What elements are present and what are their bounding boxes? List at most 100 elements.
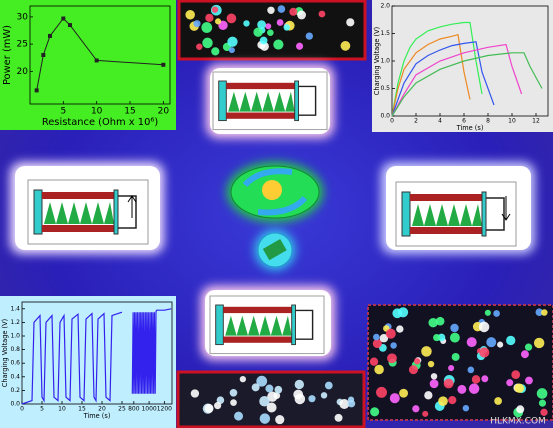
led (201, 22, 213, 33)
y-tick-label: 0.0 (380, 113, 390, 120)
led (520, 350, 529, 359)
x-tick-label: 2 (414, 117, 418, 124)
led-panel-right (367, 304, 553, 421)
chart-background (0, 0, 176, 130)
led (429, 379, 439, 389)
led (265, 384, 274, 393)
led (535, 308, 544, 316)
y-tick-label: 2.0 (380, 3, 390, 10)
led (347, 399, 356, 408)
y-tick-label: 30 (17, 12, 29, 22)
led (297, 10, 306, 20)
led (525, 376, 533, 385)
x-tick-label: 15 (124, 107, 135, 117)
x-tick-label: 15 (78, 405, 86, 412)
x-tick-label: 1000 (141, 405, 156, 412)
led (214, 18, 222, 25)
led (226, 13, 237, 24)
led-panel-bottom (176, 370, 366, 428)
data-line (391, 43, 523, 117)
x-tick-label: 5 (60, 107, 66, 117)
led (259, 36, 268, 45)
led (374, 364, 384, 375)
data-line (131, 308, 172, 394)
led (541, 309, 548, 316)
led (289, 7, 298, 16)
led (372, 339, 382, 349)
led (540, 408, 548, 416)
y-axis-label: Power (mW) (2, 25, 13, 85)
led (256, 375, 268, 387)
led (293, 389, 304, 400)
led (408, 365, 418, 375)
data-point (94, 58, 99, 63)
led (448, 396, 457, 405)
x-tick-label: 12 (532, 117, 540, 124)
led (216, 396, 225, 404)
led (276, 19, 284, 26)
led (275, 414, 285, 425)
led (257, 20, 266, 29)
led (511, 370, 521, 380)
x-tick-label: 20 (158, 107, 170, 117)
led (259, 395, 270, 407)
y-tick-label: 1.2 (10, 319, 20, 326)
led (243, 20, 250, 27)
led (443, 378, 454, 389)
data-line (21, 311, 123, 405)
led (493, 310, 500, 317)
x-tick-label: 1200 (157, 405, 172, 412)
led (266, 402, 277, 413)
led (438, 396, 448, 406)
device-diagram-bottom (201, 286, 335, 360)
led (433, 333, 441, 342)
data-point (161, 62, 166, 67)
data-line (391, 21, 483, 117)
led (265, 23, 272, 30)
plot-frame (21, 301, 173, 405)
x-tick-label: 0 (390, 117, 394, 124)
led (369, 357, 379, 366)
led (320, 392, 328, 399)
led (468, 383, 480, 394)
led (340, 40, 351, 51)
led (376, 386, 387, 398)
y-tick-label: 0.0 (10, 401, 20, 408)
x-tick-label: 0 (20, 405, 24, 412)
led (412, 405, 420, 413)
led (260, 41, 269, 51)
led (396, 325, 404, 333)
led (385, 328, 396, 339)
led (267, 6, 275, 14)
x-tick-label: 25 (118, 405, 126, 412)
led (506, 335, 516, 346)
led (387, 353, 397, 364)
led (193, 20, 201, 28)
led (524, 343, 533, 351)
x-tick-label: 10 (508, 117, 516, 124)
y-tick-label: 0.8 (10, 346, 20, 353)
led (467, 366, 475, 374)
led (230, 399, 237, 406)
led (533, 337, 545, 349)
led (259, 413, 271, 424)
led (448, 365, 455, 372)
x-tick-label: 20 (98, 405, 106, 412)
led (379, 333, 389, 343)
data-line (391, 52, 543, 117)
led (214, 402, 222, 410)
led (239, 376, 247, 383)
led (427, 360, 435, 368)
y-axis-label: Charging Voltage (V) (373, 27, 381, 95)
x-axis-label: Time (s) (83, 412, 111, 420)
y-tick-label: 0.6 (10, 360, 20, 367)
data-point (68, 23, 72, 28)
led (478, 321, 490, 333)
led (253, 27, 263, 37)
led (421, 346, 432, 357)
device-diagram-left (10, 162, 164, 254)
y-tick-label: 25 (17, 40, 28, 50)
led (471, 375, 481, 384)
led (205, 13, 214, 22)
